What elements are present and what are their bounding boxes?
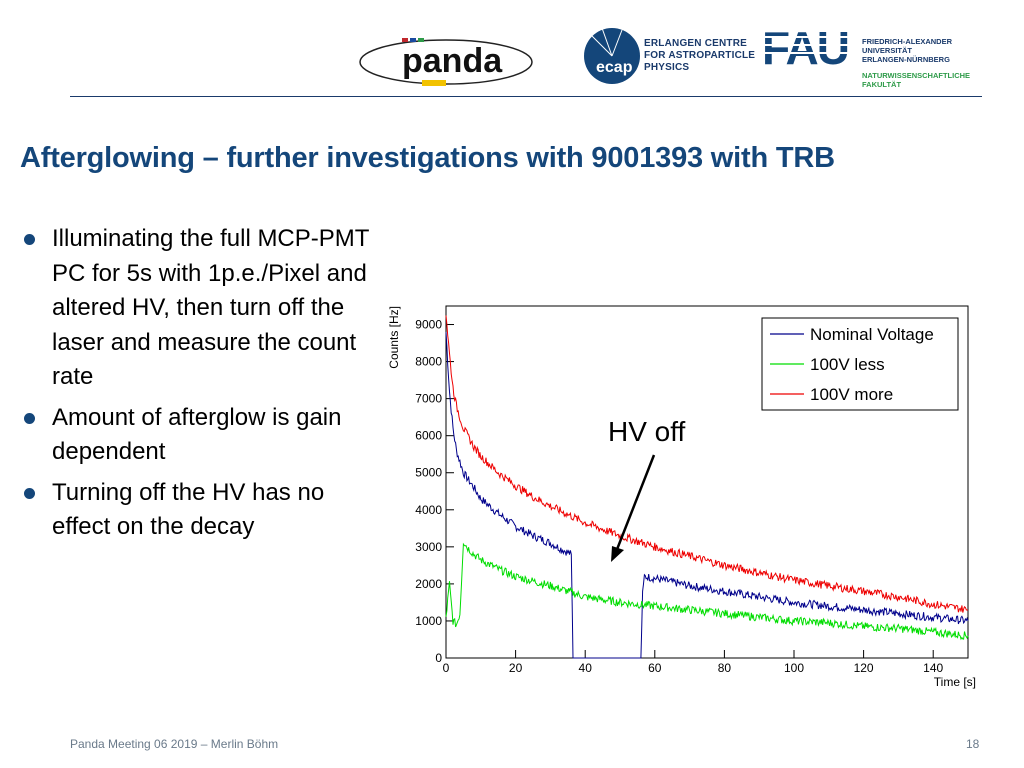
y-tick-label: 2000 [415, 577, 442, 591]
x-tick-label: 60 [648, 661, 662, 675]
ecap-name: ERLANGEN CENTRE FOR ASTROPARTICLE PHYSIC… [644, 38, 755, 74]
series-line [445, 542, 969, 641]
slide-header: panda ecap ERLANGEN CENTRE FOR ASTROPART… [0, 0, 1024, 100]
y-tick-label: 7000 [415, 392, 442, 406]
x-axis-label: Time [s] [934, 675, 976, 689]
y-tick-label: 3000 [415, 540, 442, 554]
fau-logo: FAU [762, 22, 856, 74]
y-tick-label: 1000 [415, 614, 442, 628]
page-number: 18 [966, 737, 980, 751]
bullet-list: Illuminating the full MCP-PMT PC for 5s … [24, 222, 384, 551]
x-tick-label: 120 [854, 661, 874, 675]
panda-logo-text: panda [402, 42, 503, 80]
x-tick-label: 140 [923, 661, 943, 675]
fau-name-line-2: UNIVERSITÄT [862, 46, 913, 55]
x-tick-label: 80 [718, 661, 732, 675]
x-tick-label: 40 [579, 661, 593, 675]
afterglow-chart: 0 1000 2000 3000 4000 5000 6000 7000 8000 9000 0 20… [387, 305, 976, 689]
fau-name-line-1: FRIEDRICH-ALEXANDER [862, 37, 952, 46]
y-tick-label: 0 [435, 651, 442, 665]
y-axis-label: Counts [Hz] [387, 306, 401, 369]
y-tick-label: 6000 [415, 429, 442, 443]
header-divider [70, 96, 982, 97]
x-tick-label: 0 [443, 661, 450, 675]
ecap-logo: ecap [584, 27, 640, 84]
y-tick-label: 4000 [415, 503, 442, 517]
bullet-dot [24, 487, 35, 499]
legend-entry: Nominal Voltage [810, 325, 934, 344]
y-tick-label: 5000 [415, 466, 442, 480]
fau-faculty-line-1: NATURWISSENSCHAFTLICHE [862, 71, 971, 80]
legend-entry: 100V less [810, 355, 885, 374]
ecap-line-1: ERLANGEN CENTRE [644, 38, 748, 49]
panda-logo: panda [359, 38, 533, 86]
bullet-item: Turning off the HV has no effect on the … [24, 476, 384, 545]
x-tick-label: 100 [784, 661, 804, 675]
bullet-dot [24, 412, 35, 424]
ecap-logo-text: ecap [596, 59, 633, 76]
series-line [445, 315, 969, 613]
y-tick-label: 8000 [415, 355, 442, 369]
bullet-item: Amount of afterglow is gain dependent [24, 401, 384, 470]
fau-faculty-name: NATURWISSENSCHAFTLICHE FAKULTÄT [862, 71, 970, 89]
ecap-line-3: PHYSICS [644, 62, 690, 73]
x-tick-label: 20 [509, 661, 523, 675]
bullet-text: Amount of afterglow is gain dependent [52, 403, 342, 466]
y-tick-label: 9000 [415, 318, 442, 332]
ecap-line-2: FOR ASTROPARTICLE [644, 50, 756, 61]
bullet-text: Turning off the HV has no effect on the … [52, 478, 325, 541]
fau-logo-text: FAU [762, 22, 848, 74]
bullet-item: Illuminating the full MCP-PMT PC for 5s … [24, 222, 384, 395]
hv-off-arrow-head [611, 546, 624, 562]
hv-off-annotation: HV off [608, 416, 686, 447]
series-line [445, 331, 969, 659]
fau-name-line-3: ERLANGEN-NÜRNBERG [862, 55, 950, 64]
bullet-text: Illuminating the full MCP-PMT PC for 5s … [52, 225, 369, 390]
fau-faculty-line-2: FAKULTÄT [862, 80, 902, 89]
hv-off-arrow-line [614, 454, 656, 553]
legend-entry: 100V more [810, 385, 893, 404]
footer-text: Panda Meeting 06 2019 – Merlin Böhm [70, 737, 279, 751]
fau-university-name: FRIEDRICH-ALEXANDER UNIVERSITÄT ERLANGEN… [862, 37, 952, 64]
bullet-dot [24, 234, 35, 245]
slide-title: Afterglowing – further investigations wi… [20, 142, 835, 174]
